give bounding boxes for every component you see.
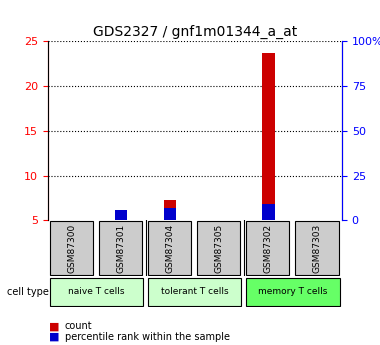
Text: naive T cells: naive T cells bbox=[68, 287, 125, 296]
Text: ■: ■ bbox=[49, 322, 60, 332]
Text: percentile rank within the sample: percentile rank within the sample bbox=[65, 332, 230, 342]
Text: GSM87304: GSM87304 bbox=[166, 224, 175, 273]
Bar bbox=[262, 204, 274, 220]
Bar bbox=[262, 53, 272, 220]
Text: GSM87303: GSM87303 bbox=[313, 224, 322, 273]
FancyBboxPatch shape bbox=[148, 278, 241, 306]
Text: cell type: cell type bbox=[6, 287, 49, 297]
Bar bbox=[115, 219, 125, 220]
FancyBboxPatch shape bbox=[246, 221, 290, 275]
Text: tolerant T cells: tolerant T cells bbox=[161, 287, 228, 296]
Text: count: count bbox=[65, 322, 92, 332]
Text: GSM87305: GSM87305 bbox=[215, 224, 224, 273]
FancyBboxPatch shape bbox=[197, 221, 241, 275]
Bar bbox=[164, 208, 176, 220]
FancyBboxPatch shape bbox=[148, 221, 191, 275]
Title: GDS2327 / gnf1m01344_a_at: GDS2327 / gnf1m01344_a_at bbox=[93, 25, 297, 39]
Bar bbox=[164, 200, 176, 220]
FancyBboxPatch shape bbox=[295, 221, 339, 275]
Bar bbox=[120, 210, 126, 220]
Text: GSM87300: GSM87300 bbox=[68, 224, 76, 273]
FancyBboxPatch shape bbox=[246, 278, 340, 306]
Bar bbox=[267, 204, 273, 220]
FancyBboxPatch shape bbox=[99, 221, 142, 275]
Bar bbox=[169, 208, 175, 220]
Text: GSM87302: GSM87302 bbox=[264, 224, 273, 273]
Bar bbox=[262, 53, 274, 220]
Bar bbox=[115, 219, 127, 220]
Bar bbox=[115, 210, 127, 220]
Bar bbox=[164, 200, 174, 220]
Text: GSM87301: GSM87301 bbox=[117, 224, 126, 273]
FancyBboxPatch shape bbox=[50, 278, 143, 306]
FancyBboxPatch shape bbox=[50, 221, 93, 275]
Text: ■: ■ bbox=[49, 332, 60, 342]
Text: memory T cells: memory T cells bbox=[258, 287, 328, 296]
